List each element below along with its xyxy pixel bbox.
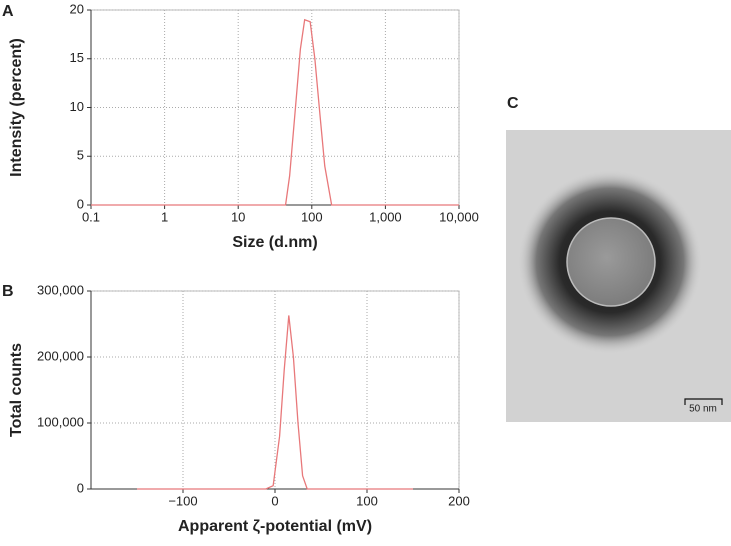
y-tick-label: 20 <box>70 1 84 16</box>
x-tick-label: 1,000 <box>369 209 402 224</box>
x-tick-label: 200 <box>448 493 470 508</box>
y-tick-label: 300,000 <box>37 282 84 297</box>
tem-image: 50 nm <box>506 130 731 422</box>
y-tick-label: 0 <box>77 196 84 211</box>
y-tick-label: 200,000 <box>37 348 84 363</box>
panel-label: B <box>2 283 14 300</box>
data-line <box>137 315 413 490</box>
y-tick-label: 0 <box>77 480 84 495</box>
y-tick-label: 5 <box>77 148 84 163</box>
x-tick-label: 1 <box>161 209 168 224</box>
y-tick-label: 10 <box>70 99 84 114</box>
x-tick-label: 100 <box>301 209 323 224</box>
x-tick-label: 0 <box>271 493 278 508</box>
x-axis-title: Size (d.nm) <box>232 234 317 251</box>
x-tick-label: 10 <box>231 209 245 224</box>
x-tick-label: 100 <box>356 493 378 508</box>
y-tick-label: 15 <box>70 50 84 65</box>
panel-label: C <box>507 95 519 112</box>
x-tick-label: 0.1 <box>82 209 100 224</box>
y-axis-title: Total counts <box>8 343 25 437</box>
x-tick-label: 10,000 <box>439 209 479 224</box>
y-tick-label: 100,000 <box>37 414 84 429</box>
scale-bar-label: 50 nm <box>689 404 717 415</box>
panel-label: A <box>2 3 14 20</box>
data-line <box>91 18 459 206</box>
x-axis-title: Apparent ζ-potential (mV) <box>178 518 372 535</box>
x-tick-label: −100 <box>168 493 197 508</box>
y-axis-title: Intensity (percent) <box>8 38 25 177</box>
